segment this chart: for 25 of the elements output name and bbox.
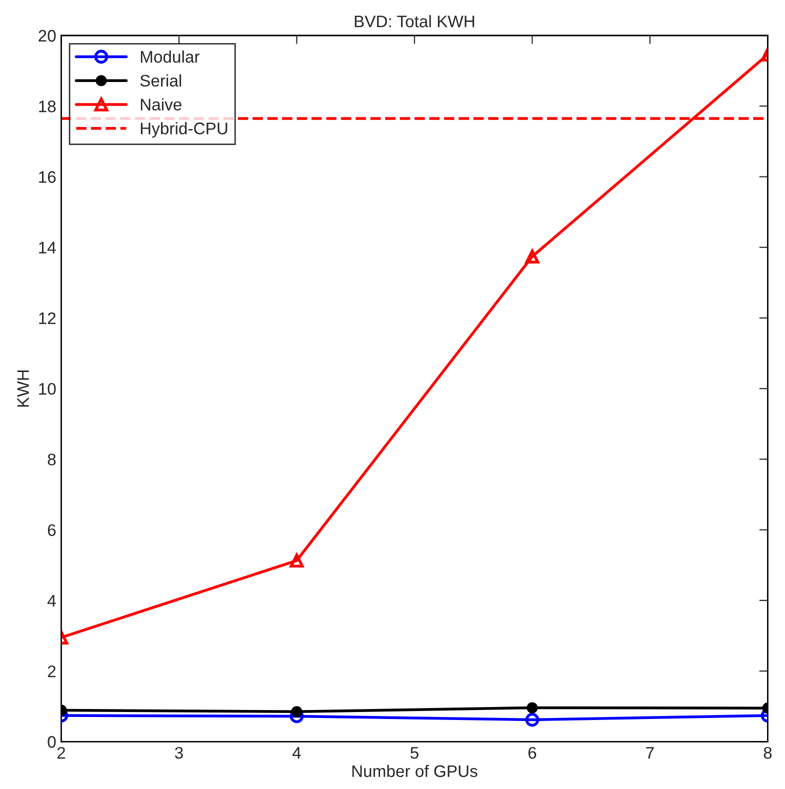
x-tick-label: 6 bbox=[528, 746, 536, 759]
y-tick-label: 18 bbox=[39, 100, 56, 112]
legend-label: Modular bbox=[140, 50, 200, 63]
x-tick-label: 2 bbox=[57, 746, 66, 759]
legend-label: Hybrid-CPU bbox=[140, 122, 228, 138]
chart-title: BVD: Total KWH bbox=[354, 15, 474, 28]
x-tick-label: 3 bbox=[174, 746, 183, 759]
legend-label: Serial bbox=[140, 74, 182, 87]
x-tick-label: 5 bbox=[410, 747, 418, 759]
y-tick-label: 4 bbox=[47, 595, 56, 606]
y-tick-label: 2 bbox=[48, 665, 56, 678]
y-tick-label: 14 bbox=[39, 242, 56, 254]
y-tick-label: 10 bbox=[39, 382, 56, 395]
x-axis-title: Number of GPUs bbox=[352, 764, 478, 778]
y-axis-title: KWH bbox=[17, 370, 29, 407]
y-tick-label: 12 bbox=[39, 312, 56, 324]
y-tick-label: 6 bbox=[48, 524, 56, 536]
y-tick-label: 16 bbox=[39, 171, 56, 183]
x-tick-label: 8 bbox=[764, 746, 772, 759]
y-tick-label: 8 bbox=[48, 454, 56, 466]
legend-label: Naive bbox=[140, 98, 182, 110]
y-tick-label: 0 bbox=[48, 736, 56, 748]
y-tick-label: 20 bbox=[38, 30, 56, 42]
x-tick-label: 4 bbox=[292, 747, 301, 759]
x-tick-label: 7 bbox=[646, 747, 654, 759]
